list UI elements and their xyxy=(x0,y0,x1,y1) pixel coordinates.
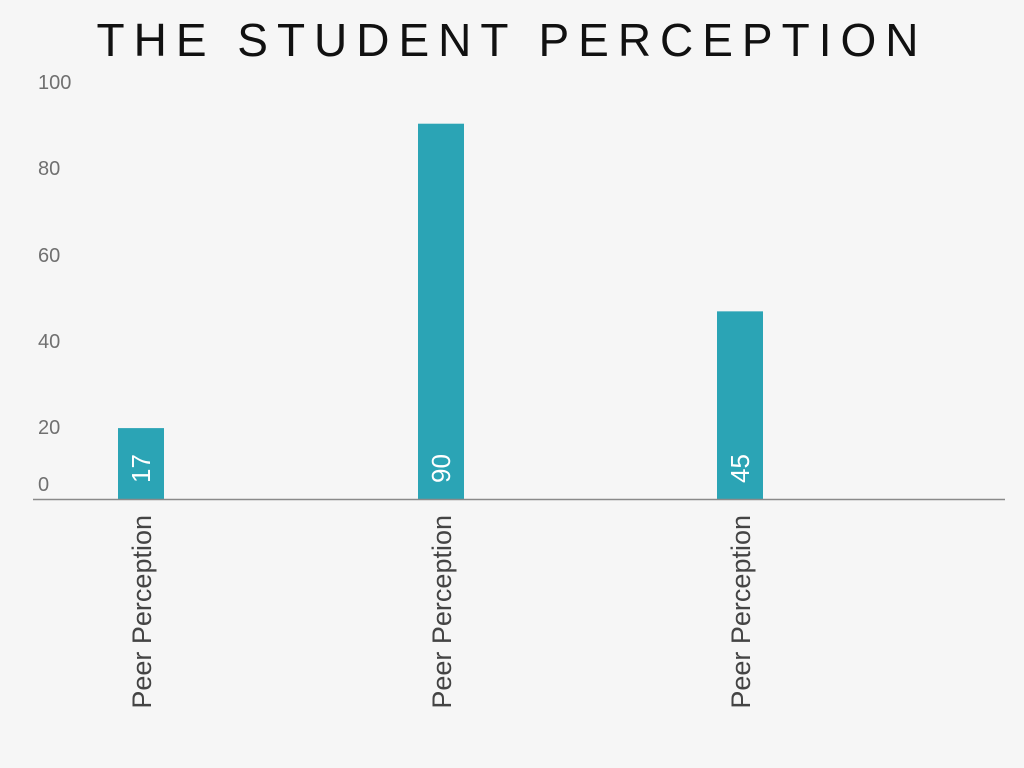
bar xyxy=(717,311,763,499)
data-label: 45 xyxy=(725,454,755,483)
y-tick-label: 80 xyxy=(38,158,60,180)
y-tick-label: 0 xyxy=(38,474,49,496)
data-label: 90 xyxy=(426,454,456,483)
category-label: Peer Perception xyxy=(427,515,457,709)
slide-title: THE STUDENT PERCEPTION xyxy=(96,14,928,66)
category-label: Peer Perception xyxy=(726,515,756,709)
data-label: 17 xyxy=(126,454,156,483)
category-label: Peer Perception xyxy=(127,515,157,709)
bar xyxy=(118,428,164,499)
y-tick-label: 20 xyxy=(38,417,60,439)
y-tick-label: 40 xyxy=(38,331,60,353)
y-tick-label: 100 xyxy=(38,72,71,94)
bar xyxy=(418,123,464,499)
y-tick-label: 60 xyxy=(38,245,60,267)
